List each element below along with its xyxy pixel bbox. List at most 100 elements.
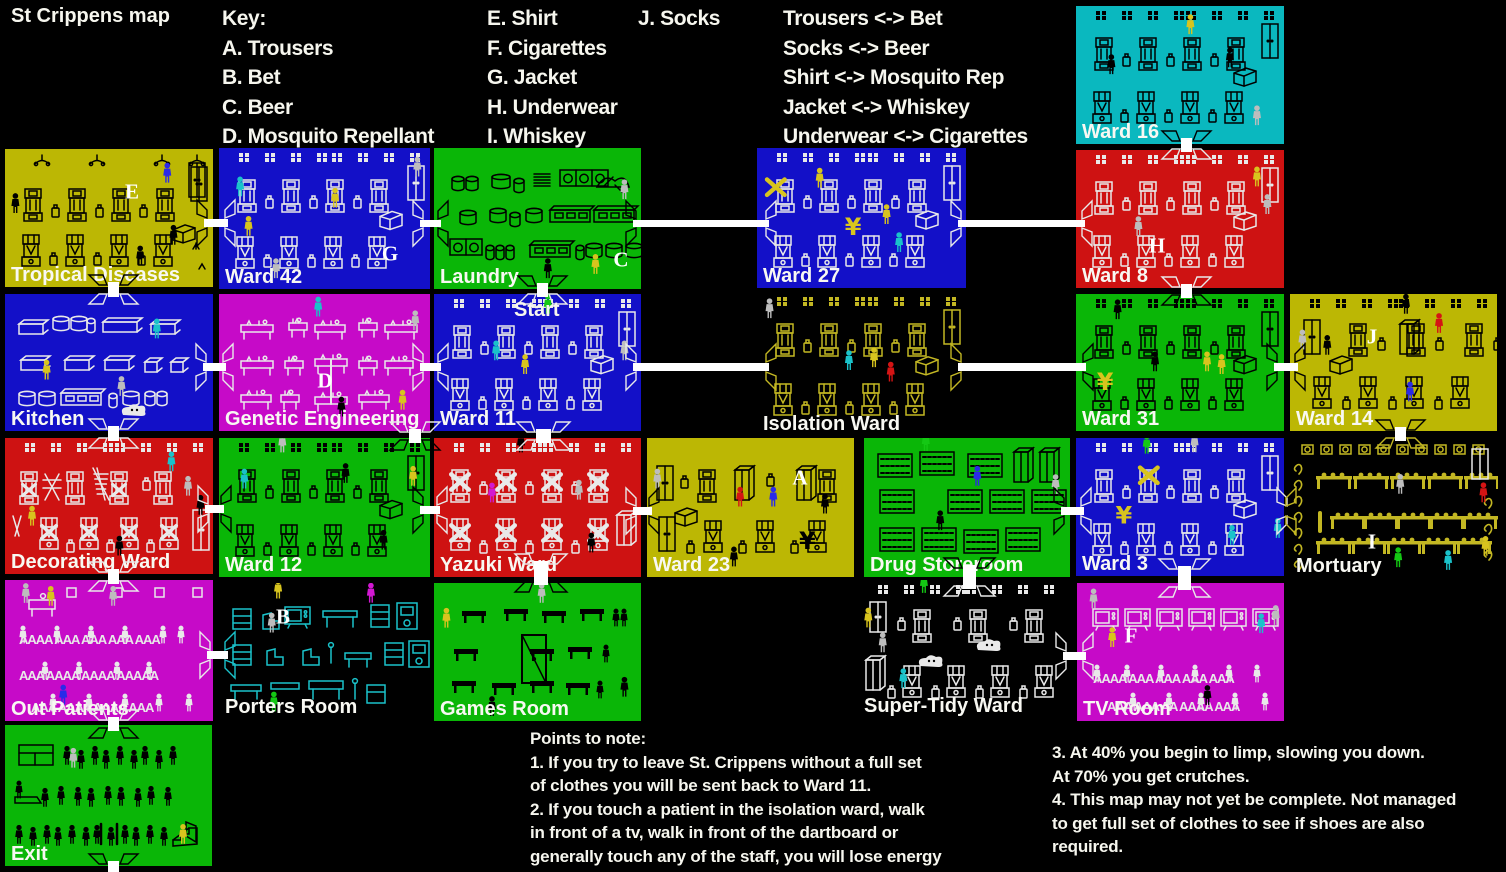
room-label-ward42: Ward 42 bbox=[225, 266, 303, 288]
room-ward14: Ward 14 bbox=[1290, 294, 1497, 431]
note-line: of clothes you will be sent back to Ward… bbox=[530, 776, 872, 795]
svg-text:AAA AAAA AAAA AAAAA: AAA AAAA AAAA AAAAA bbox=[19, 668, 160, 683]
key-swap-item: Trousers <-> Bet bbox=[783, 7, 943, 30]
note-line: in front of a tv, walk in front of the d… bbox=[530, 823, 899, 842]
room-label-kitchen: Kitchen bbox=[11, 408, 85, 430]
item-letter-I: I bbox=[1367, 529, 1377, 554]
room-ward27: ¥ Ward 27 bbox=[757, 148, 966, 288]
note-line: required. bbox=[1052, 837, 1123, 856]
key-swap-item: Underwear <-> Cigarettes bbox=[783, 125, 1028, 148]
room-interior-ward23: ¥ bbox=[653, 464, 837, 567]
svg-text:¥: ¥ bbox=[799, 527, 816, 555]
key-item: J. Socks bbox=[638, 7, 721, 30]
key-item: C. Beer bbox=[222, 95, 293, 119]
room-games: Games Room bbox=[434, 583, 641, 721]
key-item: E. Shirt bbox=[487, 7, 558, 30]
room-interior-exit bbox=[14, 744, 198, 847]
room-label-exit: Exit bbox=[11, 843, 48, 865]
room-isolation: Isolation Ward bbox=[757, 292, 966, 436]
note-line: generally touch any of the staff, you wi… bbox=[530, 846, 942, 866]
room-label-ward14: Ward 14 bbox=[1296, 408, 1374, 430]
note-line: 2. If you touch a patient in the isolati… bbox=[530, 799, 925, 819]
room-interior-ward27: ¥ bbox=[764, 153, 961, 268]
room-label-supertidy: Super-Tidy Ward bbox=[864, 695, 1023, 717]
note-line: 4. This map may not yet be complete. Not… bbox=[1052, 790, 1457, 809]
key-swap-item: Shirt <-> Mosquito Rep bbox=[783, 66, 1005, 89]
room-label-outpatients: Out Patients bbox=[11, 698, 129, 720]
room-interior-ward12 bbox=[235, 438, 425, 557]
item-letter-E: E bbox=[124, 179, 140, 204]
door-bar bbox=[958, 363, 1086, 371]
room-mortuary: Mortuary bbox=[1290, 437, 1498, 578]
room-ward3: ¥ Ward 3 bbox=[1076, 438, 1284, 576]
room-interior-mortuary bbox=[1293, 444, 1498, 571]
room-interior-ward11 bbox=[450, 294, 636, 411]
room-label-ward23: Ward 23 bbox=[653, 554, 731, 576]
svg-text:¥: ¥ bbox=[1116, 502, 1133, 530]
item-letter-J: J bbox=[1366, 324, 1378, 349]
svg-text:AAAA AAA AAA AAA AAA: AAAA AAA AAA AAA AAA bbox=[1093, 671, 1235, 686]
room-label-mortuary: Mortuary bbox=[1296, 555, 1382, 577]
room-decorating: Decorating Ward bbox=[5, 438, 213, 574]
note-line: to get full set of clothes to see if sho… bbox=[1052, 813, 1425, 833]
room-outpatients: AAAA AAA AAA AAA AAA AAA AAAA AAAA AAAAA A… bbox=[5, 580, 213, 721]
note-line: At 70% you get crutches. bbox=[1052, 766, 1250, 786]
svg-text:¥: ¥ bbox=[845, 213, 862, 241]
room-ward11: Ward 11 bbox=[434, 294, 641, 431]
room-interior-kitchen bbox=[16, 315, 191, 416]
key-item: A. Trousers bbox=[222, 36, 334, 60]
key-item: F. Cigarettes bbox=[487, 36, 607, 60]
room-label-isolation: Isolation Ward bbox=[763, 413, 901, 435]
note-line: Points to note: bbox=[530, 729, 646, 748]
room-interior-supertidy bbox=[863, 580, 1054, 699]
room-interior-games bbox=[442, 583, 629, 716]
door-bar bbox=[958, 220, 1085, 227]
svg-text:¥: ¥ bbox=[1097, 368, 1114, 396]
room-drug: Drug Storeroom bbox=[864, 438, 1070, 577]
room-label-ward3: Ward 3 bbox=[1082, 553, 1148, 575]
room-interior-porters bbox=[230, 583, 430, 712]
room-interior-ward31: ¥ bbox=[1092, 299, 1279, 411]
room-label-laundry: Laundry bbox=[440, 266, 519, 288]
door-bar bbox=[633, 220, 769, 227]
room-label-ward31: Ward 31 bbox=[1082, 408, 1160, 430]
room-ward42: Ward 42 bbox=[219, 148, 430, 289]
key-item: H. Underwear bbox=[487, 95, 618, 119]
room-label-games: Games Room bbox=[440, 698, 569, 720]
key-item: G. Jacket bbox=[487, 66, 577, 89]
room-genetic: Genetic Engineering bbox=[219, 294, 430, 431]
room-ward8: Ward 8 bbox=[1076, 150, 1284, 288]
room-label-ward8: Ward 8 bbox=[1082, 265, 1148, 287]
item-letter-D: D bbox=[317, 368, 333, 393]
room-interior-genetic bbox=[240, 296, 420, 417]
item-letter-C: C bbox=[613, 247, 629, 272]
key-item: D. Mosquito Repellant bbox=[222, 125, 435, 148]
room-porters: Porters Room bbox=[219, 583, 430, 719]
room-label-ward16: Ward 16 bbox=[1082, 121, 1160, 143]
room-interior-tropical bbox=[11, 154, 208, 270]
room-interior-ward3: ¥ bbox=[1092, 438, 1282, 556]
room-kitchen: Kitchen bbox=[5, 294, 213, 431]
page-title: St Crippens map bbox=[11, 5, 170, 27]
room-supertidy: Super-Tidy Ward bbox=[858, 580, 1064, 718]
item-letter-F: F bbox=[1124, 623, 1138, 648]
room-ward16: Ward 16 bbox=[1076, 6, 1284, 144]
room-label-yazuki: Yazuki Ward bbox=[440, 554, 558, 576]
note-line: 3. At 40% you begin to limp, slowing you… bbox=[1052, 743, 1425, 762]
room-tvroom: AAAA AAA AAA AAA AAA AAA AAA AA AAAA AAA T… bbox=[1077, 583, 1284, 721]
item-letter-B: B bbox=[275, 604, 291, 629]
note-line: 1. If you try to leave St. Crippens with… bbox=[530, 752, 922, 772]
room-exit: Exit bbox=[5, 725, 212, 866]
room-laundry: Laundry bbox=[434, 148, 641, 289]
room-label-ward12: Ward 12 bbox=[225, 554, 303, 576]
room-label-tvroom: TV Room bbox=[1083, 698, 1171, 720]
room-label-ward27: Ward 27 bbox=[763, 265, 841, 287]
key-swap-item: Socks <-> Beer bbox=[783, 36, 930, 60]
item-letter-A: A bbox=[792, 465, 808, 490]
room-label-tropical: Tropical Diseases bbox=[11, 264, 180, 286]
item-letter-G: G bbox=[381, 241, 399, 266]
room-yazuki: Yazuki Ward bbox=[434, 438, 641, 577]
room-ward31: ¥ Ward 31 bbox=[1076, 294, 1284, 431]
